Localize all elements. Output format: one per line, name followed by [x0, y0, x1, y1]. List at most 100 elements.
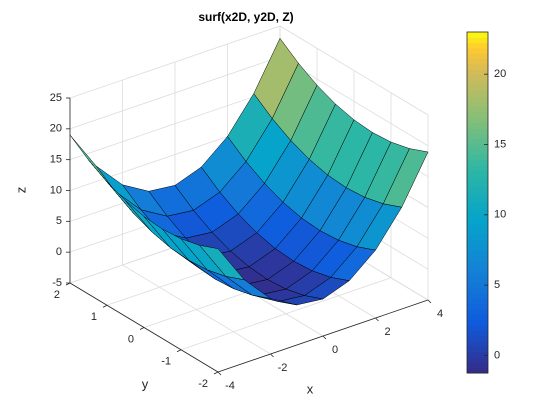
- surface-face: [199, 245, 245, 280]
- colorbar-swatch: [467, 181, 488, 188]
- colorbar-swatch: [467, 138, 488, 145]
- colorbar-swatch: [467, 106, 488, 113]
- colorbar-swatch: [467, 330, 488, 337]
- grid-line: [180, 277, 392, 351]
- colorbar-swatch: [467, 74, 488, 81]
- colorbar-swatch: [467, 170, 488, 177]
- y-tick-label: 2: [54, 289, 60, 301]
- colorbar-swatch: [467, 202, 488, 209]
- colorbar-swatch: [467, 42, 488, 49]
- colorbar-swatch: [467, 298, 488, 305]
- colorbar-frame: [466, 31, 489, 374]
- colorbar-swatch: [467, 367, 488, 374]
- colorbar-swatch: [467, 229, 488, 235]
- colorbar-swatch: [467, 266, 488, 273]
- colorbar-swatch: [467, 319, 488, 326]
- colorbar-swatch: [467, 271, 488, 278]
- colorbar-swatch: [467, 149, 488, 156]
- grid-line: [69, 56, 281, 130]
- colorbar-swatch: [467, 277, 488, 283]
- colorbar-swatch: [467, 53, 488, 60]
- x-tick: [427, 299, 432, 304]
- colorbar-swatch: [467, 357, 488, 363]
- colorbar-swatch: [467, 58, 488, 65]
- colorbar-swatch: [467, 261, 488, 267]
- colorbar-swatch: [467, 37, 488, 44]
- colorbar-swatch: [467, 309, 488, 315]
- colorbar-swatch: [467, 85, 488, 92]
- colorbar-swatch: [467, 90, 488, 97]
- colorbar-swatch: [467, 293, 488, 299]
- colorbar-swatch: [467, 255, 488, 262]
- colorbar-tick-label: 20: [494, 68, 506, 80]
- colorbar-swatch: [467, 47, 488, 54]
- colorbar-swatch: [467, 234, 488, 241]
- y-tick: [139, 327, 145, 330]
- colorbar-swatch: [467, 325, 488, 331]
- grid-line: [279, 25, 429, 116]
- z-tick-label: 10: [50, 184, 62, 196]
- colorbar-swatch: [467, 79, 488, 86]
- colorbar-swatch: [467, 362, 488, 369]
- colorbar-swatch: [467, 282, 488, 289]
- x-tick: [375, 317, 379, 322]
- z-tick-label: 25: [50, 92, 62, 104]
- colorbar-swatch: [467, 314, 488, 321]
- colorbar-tick-label: 5: [494, 279, 500, 291]
- colorbar-tick-label: 15: [494, 138, 506, 150]
- x-tick-label: -2: [278, 362, 288, 374]
- colorbar-swatch: [467, 346, 488, 353]
- y-tick-label: 1: [91, 311, 97, 323]
- colorbar-swatch: [467, 63, 488, 70]
- x-tick: [270, 353, 274, 358]
- colorbar-tick-label: 0: [494, 349, 500, 361]
- grid-line: [69, 87, 281, 161]
- z-axis-label: z: [13, 187, 28, 194]
- colorbar-swatch: [467, 111, 488, 118]
- z-tick-label: 5: [56, 215, 62, 227]
- x-tick: [322, 335, 327, 340]
- z-tick-label: 15: [50, 154, 62, 166]
- colorbar-swatch: [467, 223, 488, 230]
- z-tick-label: 20: [50, 123, 62, 135]
- colorbar-swatch: [467, 117, 488, 124]
- colorbar-swatch: [467, 165, 488, 172]
- y-tick-label: 0: [128, 333, 134, 345]
- colorbar-swatch: [467, 239, 488, 246]
- colorbar-swatch: [467, 245, 488, 251]
- colorbar-swatch: [467, 250, 488, 257]
- colorbar-swatch: [467, 154, 488, 161]
- colorbar-swatch: [467, 95, 488, 102]
- colorbar-swatch: [467, 303, 488, 310]
- x-tick: [217, 371, 222, 376]
- colorbar-swatch: [467, 133, 488, 140]
- y-tick: [213, 371, 219, 375]
- colorbar-swatch: [467, 213, 488, 219]
- x-tick-label: 4: [437, 308, 443, 320]
- colorbar-swatch: [467, 127, 488, 134]
- colorbar-swatch: [467, 218, 488, 225]
- y-tick: [176, 349, 182, 353]
- chart-title: surf(x2D, y2D, Z): [198, 10, 293, 24]
- z-tick-label: 0: [56, 246, 62, 258]
- y-tick-label: -1: [161, 356, 171, 368]
- colorbar-swatch: [467, 207, 488, 214]
- x-tick-label: -4: [225, 380, 235, 392]
- y-axis-label: y: [142, 376, 149, 391]
- y-tick: [102, 304, 108, 308]
- x-tick-label: 0: [332, 344, 338, 356]
- colorbar-swatch: [467, 186, 488, 193]
- colorbar-swatch: [467, 175, 488, 182]
- colorbar-swatch: [467, 287, 488, 294]
- colorbar-swatch: [467, 191, 488, 198]
- colorbar-swatch: [467, 69, 488, 76]
- colorbar-swatch: [467, 101, 488, 108]
- colorbar-swatch: [467, 351, 488, 358]
- colorbar-tick-label: 10: [494, 209, 506, 221]
- x-tick-label: 2: [384, 326, 390, 338]
- colorbar-swatch: [467, 335, 488, 342]
- colorbar-swatch: [467, 32, 488, 38]
- grid-line: [69, 25, 281, 99]
- colorbar-swatch: [467, 197, 488, 203]
